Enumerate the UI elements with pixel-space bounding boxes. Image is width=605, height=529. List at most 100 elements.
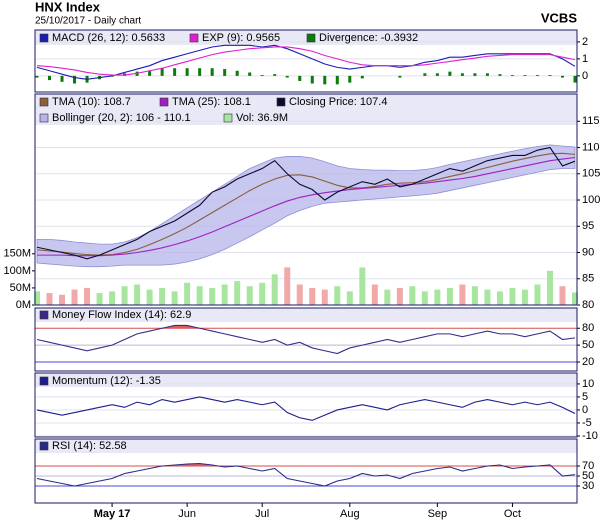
volume-bar [546, 270, 553, 305]
series-line [36, 324, 576, 355]
legend-swatch [39, 97, 49, 107]
series-line [36, 152, 576, 256]
volume-bar [371, 284, 378, 305]
legend-label: RSI (14): 52.58 [52, 440, 127, 452]
divergence-bar [73, 75, 77, 84]
legend-label: MACD (26, 12): 0.5633 [52, 32, 165, 44]
divergence-bar [235, 70, 239, 76]
chart-subtitle: 25/10/2017 - Daily chart [35, 16, 141, 27]
y-tick-label: 110 [582, 141, 600, 153]
y-tick-label: 90 [582, 246, 594, 258]
legend-label: Closing Price: 107.4 [289, 96, 387, 108]
volume-bar [121, 286, 128, 305]
legend-swatch [39, 310, 49, 320]
volume-bar [396, 287, 403, 305]
volume-bar [71, 289, 78, 305]
divergence-bar [423, 73, 427, 76]
volume-bar [159, 287, 166, 305]
volume-bar [409, 286, 416, 305]
y-tick-label: 20 [582, 356, 594, 368]
legend-label: TMA (10): 108.7 [52, 96, 131, 108]
volume-bar [434, 289, 441, 305]
volume-bar [321, 289, 328, 305]
volume-bar [84, 287, 91, 305]
y-tick-label: 105 [582, 168, 600, 180]
volume-bar [459, 284, 466, 305]
legend-swatch [159, 97, 169, 107]
volume-bar [34, 291, 40, 305]
legend-swatch [189, 33, 199, 43]
volume-bar [246, 286, 253, 305]
y-tick-label: 30 [582, 480, 594, 492]
divergence-bar [485, 73, 489, 76]
divergence-bar [510, 75, 514, 76]
legend-label: Money Flow Index (14): 62.9 [52, 309, 191, 321]
divergence-bar [473, 73, 477, 76]
divergence-bar [48, 75, 52, 81]
x-tick-label: Sep [428, 508, 448, 520]
x-tick-label: Jun [178, 508, 196, 520]
y-tick-label: 1 [582, 53, 588, 65]
divergence-bar [335, 75, 339, 85]
legend-swatch [39, 33, 49, 43]
volume-bar [309, 287, 316, 305]
volume-bar [221, 284, 228, 305]
divergence-bar [260, 75, 264, 76]
legend-strip [35, 439, 577, 453]
overbought-fill [37, 325, 575, 329]
divergence-bar [435, 73, 439, 76]
volume-bar [384, 289, 391, 305]
volume-bar [171, 291, 178, 305]
y-tick-label: 5 [582, 391, 588, 403]
divergence-bar [548, 75, 552, 76]
divergence-bar [310, 75, 314, 84]
panel-frame [34, 372, 578, 438]
y2-tick-label: 50M [10, 282, 31, 294]
volume-bar [284, 267, 291, 305]
volume-bar [334, 286, 341, 305]
volume-bar [484, 289, 491, 305]
legend-strip [35, 30, 577, 45]
x-tick-label: Oct [504, 508, 521, 520]
chart-title: HNX Index [35, 0, 101, 14]
divergence-bar [573, 75, 577, 83]
volume-bar [521, 289, 528, 305]
y-tick-label: 115 [582, 115, 600, 127]
y-tick-label: 80 [582, 299, 594, 311]
divergence-bar [148, 70, 152, 76]
x-tick-label: Aug [340, 508, 360, 520]
volume-bar [359, 267, 366, 305]
volume-bar [209, 287, 216, 305]
divergence-bar [498, 74, 502, 76]
legend-strip [35, 94, 577, 125]
y-tick-label: 10 [582, 378, 594, 390]
bollinger-band [36, 144, 576, 268]
divergence-bar [523, 75, 527, 76]
y2-tick-label: 150M [3, 248, 31, 260]
legend-label: Bollinger (20, 2): 106 - 110.1 [52, 112, 191, 124]
volume-bar [234, 281, 241, 305]
volume-bar [446, 287, 453, 305]
y-tick-label: 50 [582, 470, 594, 482]
divergence-bar [273, 74, 277, 76]
legend-strip [35, 308, 577, 322]
x-tick-label: Jul [255, 508, 269, 520]
y2-tick-label: 0M [16, 299, 31, 311]
series-line [36, 146, 576, 260]
legend-swatch [223, 113, 233, 123]
y-tick-label: 100 [582, 194, 600, 206]
y-tick-label: 50 [582, 339, 594, 351]
panel-frame [34, 29, 578, 93]
y-tick-label: 95 [582, 220, 594, 232]
volume-bar [572, 292, 578, 305]
legend-label: TMA (25): 108.1 [172, 96, 251, 108]
series-line [36, 46, 576, 76]
divergence-bar [210, 68, 214, 76]
divergence-bar [223, 69, 227, 76]
divergence-bar [285, 75, 289, 78]
series-line [37, 156, 576, 257]
legend-label: Momentum (12): -1.35 [52, 375, 161, 387]
y-tick-label: -5 [582, 417, 592, 429]
legend-swatch [39, 376, 49, 386]
